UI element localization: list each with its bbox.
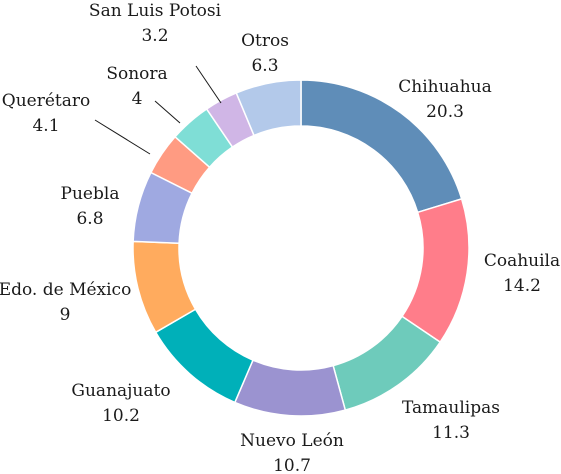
label-value-sonora: 4 xyxy=(132,89,143,109)
label-value-tamaulipas: 11.3 xyxy=(432,423,470,443)
label-name-chihuahua: Chihuahua xyxy=(398,77,491,97)
slices-group xyxy=(132,79,470,417)
label-value-guanajuato: 10.2 xyxy=(102,406,140,426)
label-name-edo-de-mexico: Edo. de México xyxy=(0,280,131,300)
slice-coahuila xyxy=(401,197,470,344)
label-name-puebla: Puebla xyxy=(61,184,120,204)
leader-line-sonora xyxy=(154,100,181,124)
slice-chihuahua xyxy=(300,79,463,214)
leader-line-queretaro xyxy=(94,119,151,155)
label-name-guanajuato: Guanajuato xyxy=(71,381,170,401)
label-value-san-luis-potosi: 3.2 xyxy=(141,26,168,46)
label-name-sonora: Sonora xyxy=(106,64,167,84)
label-name-nuevo-leon: Nuevo León xyxy=(240,431,344,451)
label-name-coahuila: Coahuila xyxy=(484,251,560,271)
label-value-edo-de-mexico: 9 xyxy=(60,305,71,325)
label-value-otros: 6.3 xyxy=(251,56,278,76)
label-value-puebla: 6.8 xyxy=(76,209,103,229)
label-name-otros: Otros xyxy=(241,31,289,51)
label-value-coahuila: 14.2 xyxy=(503,276,541,296)
label-value-queretaro: 4.1 xyxy=(32,116,59,136)
slice-tamaulipas xyxy=(332,315,442,411)
label-name-queretaro: Querétaro xyxy=(2,91,90,111)
label-value-nuevo-leon: 10.7 xyxy=(273,456,311,474)
slice-nuevo-leon xyxy=(233,359,347,417)
label-name-san-luis-potosi: San Luis Potosi xyxy=(89,1,222,21)
slice-otros xyxy=(235,79,302,137)
label-value-chihuahua: 20.3 xyxy=(426,102,464,122)
leader-line-san-luis-potosi xyxy=(195,65,222,104)
label-name-tamaulipas: Tamaulipas xyxy=(402,398,500,418)
leader-lines-group xyxy=(94,65,222,155)
